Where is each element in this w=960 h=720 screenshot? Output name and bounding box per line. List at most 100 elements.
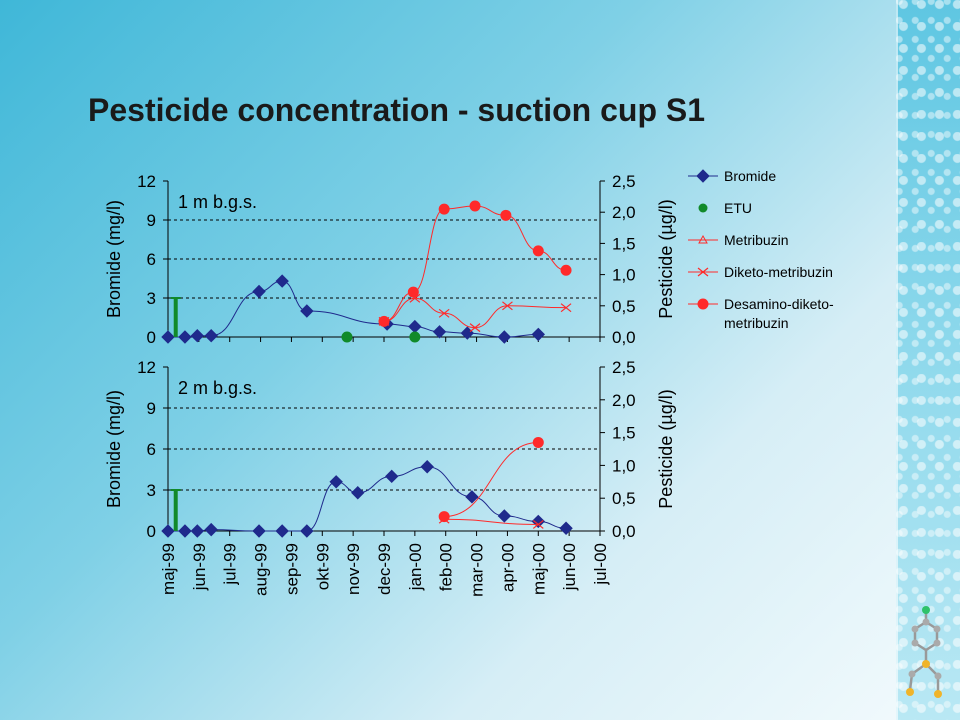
data-point bbox=[190, 524, 205, 538]
series-line bbox=[383, 297, 567, 329]
data-point bbox=[532, 519, 544, 529]
data-point bbox=[190, 328, 205, 343]
x-tick-label: jun-00 bbox=[560, 543, 579, 591]
x-tick-label: okt-99 bbox=[313, 543, 332, 590]
y-axis-title: Bromide (mg/l) bbox=[104, 390, 124, 508]
data-point bbox=[497, 330, 512, 344]
y2-tick-label: 2,0 bbox=[612, 203, 636, 222]
data-point bbox=[161, 524, 175, 538]
data-point bbox=[275, 524, 289, 538]
y2-tick-label: 0,5 bbox=[612, 489, 636, 508]
legend-item: Desamino-diketo-metribuzin bbox=[688, 296, 834, 331]
legend-item: Metribuzin bbox=[688, 232, 789, 248]
y2-tick-label: 2,5 bbox=[612, 358, 636, 377]
y2-axis-title: Pesticide (µg/l) bbox=[656, 389, 676, 508]
depth-annotation: 1 m b.g.s. bbox=[178, 192, 257, 212]
decorative-water-strip bbox=[896, 0, 960, 720]
data-point bbox=[409, 331, 421, 343]
y2-tick-label: 0,0 bbox=[612, 328, 636, 347]
data-point bbox=[465, 490, 479, 504]
legend-label: Diketo-metribuzin bbox=[724, 264, 833, 280]
legend-item: ETU bbox=[698, 200, 752, 216]
y2-tick-label: 0,0 bbox=[612, 522, 636, 541]
data-point bbox=[438, 308, 450, 318]
legend-marker bbox=[697, 298, 709, 310]
series-line bbox=[168, 466, 567, 532]
data-point bbox=[351, 486, 365, 500]
y-tick-label: 0 bbox=[147, 328, 156, 347]
data-point bbox=[204, 328, 218, 343]
legend-label: ETU bbox=[724, 200, 752, 216]
x-tick-label: maj-00 bbox=[529, 543, 548, 595]
data-point bbox=[385, 469, 399, 484]
x-tick-label: mar-00 bbox=[468, 543, 487, 597]
y2-axis-title: Pesticide (µg/l) bbox=[656, 199, 676, 318]
depth-annotation: 2 m b.g.s. bbox=[178, 378, 257, 398]
series-line bbox=[444, 441, 539, 518]
series-diketo-metribuzin bbox=[438, 514, 544, 529]
legend-item: Diketo-metribuzin bbox=[688, 264, 833, 280]
y2-tick-label: 2,0 bbox=[612, 391, 636, 410]
data-point bbox=[341, 331, 353, 343]
y-tick-label: 9 bbox=[147, 399, 156, 418]
data-point bbox=[378, 315, 390, 327]
x-tick-label: jun-99 bbox=[190, 543, 209, 591]
data-point bbox=[500, 209, 512, 221]
series-diketo-metribuzin bbox=[378, 293, 572, 333]
chart-panel-1: 0 3 6 9 12 0,0 0,5 1,0 1,5 2,0 2,5 Bromide (mg/l) Pe… bbox=[104, 172, 676, 347]
data-point bbox=[432, 325, 447, 339]
data-point bbox=[300, 304, 314, 318]
data-point bbox=[420, 460, 434, 474]
legend-label: metribuzin bbox=[724, 315, 789, 331]
molecule-logo bbox=[906, 606, 942, 698]
y-axis-title: Bromide (mg/l) bbox=[104, 200, 124, 318]
series-etu bbox=[170, 297, 421, 343]
data-point bbox=[252, 524, 266, 538]
x-tick-label: sep-99 bbox=[282, 543, 301, 595]
data-point bbox=[469, 200, 481, 212]
x-tick-label: apr-00 bbox=[498, 543, 517, 592]
x-tick-label: aug-99 bbox=[252, 543, 271, 596]
y-tick-label: 6 bbox=[147, 440, 156, 459]
legend-label: Bromide bbox=[724, 168, 776, 184]
series-etu bbox=[170, 489, 181, 531]
data-point bbox=[408, 319, 422, 334]
data-point bbox=[438, 511, 450, 523]
x-tick-label: dec-99 bbox=[375, 543, 394, 595]
y-tick-label: 3 bbox=[147, 481, 156, 500]
data-point bbox=[532, 245, 544, 257]
legend-marker bbox=[698, 203, 708, 213]
series-bromide bbox=[161, 460, 573, 538]
y-tick-label: 9 bbox=[147, 211, 156, 230]
data-point bbox=[275, 274, 289, 288]
series-bromide bbox=[161, 274, 545, 344]
y2-tick-label: 1,5 bbox=[612, 424, 636, 443]
data-point bbox=[300, 524, 314, 538]
data-point bbox=[329, 475, 343, 489]
data-point bbox=[532, 436, 544, 448]
data-point bbox=[178, 524, 192, 538]
x-tick-label: feb-00 bbox=[437, 543, 456, 591]
chart-panel-2: 0 3 6 9 12 0,0 0,5 1,0 1,5 2,0 2,5 Bromide (mg/l) Pe… bbox=[104, 358, 676, 541]
y2-tick-label: 0,5 bbox=[612, 297, 636, 316]
y-tick-label: 6 bbox=[147, 250, 156, 269]
data-point bbox=[252, 284, 266, 299]
data-point bbox=[531, 327, 545, 342]
data-point bbox=[438, 203, 450, 215]
series-desamino-diketo-metribuzin bbox=[438, 436, 544, 523]
series-desamino-diketo-metribuzin bbox=[378, 200, 572, 327]
data-point bbox=[559, 521, 573, 535]
data-point bbox=[204, 522, 218, 537]
series-line bbox=[383, 205, 567, 322]
y2-tick-label: 1,0 bbox=[612, 266, 636, 285]
x-tick-label: jul-99 bbox=[221, 543, 240, 586]
y-tick-label: 3 bbox=[147, 289, 156, 308]
legend-label: Metribuzin bbox=[724, 232, 789, 248]
y-tick-label: 12 bbox=[137, 358, 156, 377]
data-point bbox=[560, 264, 572, 276]
data-point bbox=[161, 330, 175, 344]
legend-label: Desamino-diketo- bbox=[724, 296, 834, 312]
x-tick-label: nov-99 bbox=[344, 543, 363, 595]
data-point bbox=[560, 303, 572, 313]
